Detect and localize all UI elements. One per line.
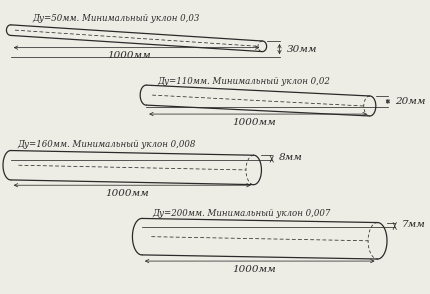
- Text: Ду=110мм. Минимальный уклон 0,02: Ду=110мм. Минимальный уклон 0,02: [157, 77, 330, 86]
- Text: 1000мм: 1000мм: [232, 118, 276, 127]
- Text: Ду=200мм. Минимальный уклон 0,007: Ду=200мм. Минимальный уклон 0,007: [153, 208, 331, 218]
- Text: 7мм: 7мм: [402, 220, 426, 229]
- Text: 1000мм: 1000мм: [107, 51, 151, 60]
- Text: Ду=50мм. Минимальный уклон 0,03: Ду=50мм. Минимальный уклон 0,03: [32, 14, 200, 23]
- Text: 8мм: 8мм: [279, 153, 303, 162]
- Text: 1000мм: 1000мм: [105, 189, 149, 198]
- Text: 1000мм: 1000мм: [233, 265, 276, 274]
- Text: 20мм: 20мм: [395, 97, 425, 106]
- Text: Ду=160мм. Минимальный уклон 0,008: Ду=160мм. Минимальный уклон 0,008: [17, 140, 196, 149]
- Text: 30мм: 30мм: [286, 45, 317, 54]
